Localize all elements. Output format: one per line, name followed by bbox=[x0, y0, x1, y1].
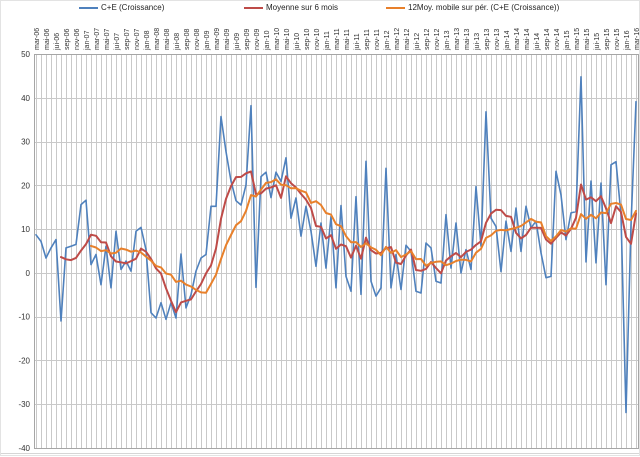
x-tick-label: jan-16 bbox=[624, 30, 631, 51]
y-tick-label: -40 bbox=[18, 444, 30, 453]
x-tick-label: sep-13 bbox=[484, 28, 491, 50]
x-tick-label: jui-12 bbox=[414, 33, 421, 51]
y-axis-tick-labels: 50 40 30 20 10 0 -10 -20 -30 -40 bbox=[18, 50, 30, 453]
x-tick-label: mai-07 bbox=[104, 28, 111, 50]
chart-legend: C+E (Croissance) Moyenne sur 6 mois 12Mo… bbox=[1, 1, 640, 15]
x-tick-label: mar-09 bbox=[214, 28, 221, 50]
x-tick-label: nov-12 bbox=[434, 28, 441, 50]
y-tick-label: 20 bbox=[21, 181, 30, 190]
x-tick-label: mar-12 bbox=[394, 28, 401, 50]
x-tick-label: nov-06 bbox=[74, 28, 81, 50]
x-tick-label: jan-10 bbox=[264, 30, 271, 51]
x-tick-label: jan-11 bbox=[324, 31, 331, 51]
x-tick-label: sep-07 bbox=[124, 28, 131, 50]
x-tick-label: mar-15 bbox=[574, 28, 581, 50]
x-tick-label: mar-07 bbox=[94, 28, 101, 50]
x-tick-label: nov-07 bbox=[134, 28, 141, 50]
x-tick-label: jan-13 bbox=[444, 30, 451, 51]
x-tick-label: mar-14 bbox=[514, 28, 521, 50]
x-tick-label: sep-15 bbox=[604, 28, 611, 50]
x-tick-label: mar-16 bbox=[634, 28, 640, 50]
x-tick-label: jui-08 bbox=[174, 33, 181, 51]
y-tick-label: 0 bbox=[26, 269, 31, 278]
chart-frame-bottom-edge bbox=[1, 453, 639, 454]
legend-line-blue-icon bbox=[79, 6, 98, 9]
x-tick-label: sep-14 bbox=[544, 28, 551, 50]
x-axis-tick-labels: mar-06 mai-06 jui-06 sep-06 nov-06 jan-07 mar-… bbox=[34, 28, 640, 51]
x-tick-label: mar-13 bbox=[454, 28, 461, 50]
x-tick-label: nov-15 bbox=[614, 28, 621, 50]
x-tick-label: nov-09 bbox=[254, 28, 261, 50]
y-tick-label: 30 bbox=[21, 138, 30, 147]
y-tick-label: -20 bbox=[18, 356, 30, 365]
x-tick-label: sep-10 bbox=[304, 28, 311, 50]
x-tick-label: nov-10 bbox=[314, 28, 321, 50]
x-tick-label: jan-09 bbox=[204, 30, 211, 51]
legend-line-red-icon bbox=[244, 6, 263, 9]
x-tick-label: mai-12 bbox=[404, 28, 411, 50]
x-tick-label: mar-11 bbox=[334, 28, 341, 50]
x-tick-label: nov-08 bbox=[194, 28, 201, 50]
x-tick-label: jui-14 bbox=[534, 33, 541, 51]
x-tick-label: jui-09 bbox=[234, 33, 241, 51]
x-tick-label: jan-12 bbox=[384, 30, 391, 51]
y-tick-label: -30 bbox=[18, 400, 30, 409]
x-tick-label: mai-10 bbox=[284, 28, 291, 50]
legend-label-moyenne-mobile-12: 12Moy. mobile sur pér. (C+E (Croissance)… bbox=[408, 3, 560, 12]
x-tick-label: jui-13 bbox=[474, 33, 481, 51]
legend-item-moyenne-6-mois[interactable]: Moyenne sur 6 mois bbox=[244, 2, 338, 13]
y-tick-label: 10 bbox=[21, 225, 30, 234]
x-tick-label: mai-08 bbox=[164, 28, 171, 50]
x-tick-label: nov-11 bbox=[374, 29, 381, 50]
x-tick-label: mai-14 bbox=[524, 28, 531, 50]
x-tick-label: nov-13 bbox=[494, 28, 501, 50]
x-tick-label: mai-06 bbox=[44, 28, 51, 50]
series-line-moyenne-6-mois[interactable] bbox=[60, 170, 637, 314]
x-tick-label: jui-10 bbox=[294, 33, 301, 51]
x-tick-label: jan-15 bbox=[564, 30, 571, 51]
x-tick-label: jui-15 bbox=[594, 33, 601, 51]
x-tick-label: jui-07 bbox=[114, 33, 121, 51]
gridlines bbox=[34, 54, 638, 449]
plot-border bbox=[34, 54, 639, 449]
x-tick-label: mar-08 bbox=[154, 28, 161, 50]
x-tick-label: sep-09 bbox=[244, 28, 251, 50]
x-tick-label: nov-14 bbox=[554, 28, 561, 50]
legend-label-ce-croissance: C+E (Croissance) bbox=[101, 3, 165, 12]
y-tick-label: 50 bbox=[21, 50, 30, 59]
x-tick-label: mai-11 bbox=[344, 29, 351, 50]
legend-item-ce-croissance[interactable]: C+E (Croissance) bbox=[79, 2, 164, 13]
y-tick-label: -10 bbox=[18, 313, 30, 322]
x-tick-label: jan-07 bbox=[84, 30, 91, 51]
x-tick-label: jan-14 bbox=[504, 30, 511, 51]
x-tick-label: mar-06 bbox=[34, 28, 41, 50]
x-tick-label: jui-06 bbox=[54, 33, 61, 51]
x-tick-label: sep-12 bbox=[424, 28, 431, 50]
y-tick-label: 40 bbox=[21, 94, 30, 103]
x-tick-label: mar-10 bbox=[274, 28, 281, 50]
legend-label-moyenne-6-mois: Moyenne sur 6 mois bbox=[266, 3, 339, 12]
x-tick-label: sep-08 bbox=[184, 28, 191, 50]
x-tick-label: mai-15 bbox=[584, 28, 591, 50]
x-tick-label: jan-08 bbox=[144, 30, 151, 51]
x-tick-label: jui-11 bbox=[354, 33, 361, 51]
x-tick-label: mai-09 bbox=[224, 28, 231, 50]
x-tick-label: sep-11 bbox=[364, 29, 371, 50]
x-tick-label: mai-13 bbox=[464, 28, 471, 50]
x-tick-label: sep-06 bbox=[64, 28, 71, 50]
legend-item-moyenne-mobile-12[interactable]: 12Moy. mobile sur pér. (C+E (Croissance)… bbox=[386, 2, 559, 13]
series-line-moyenne-mobile-12[interactable] bbox=[90, 178, 637, 294]
legend-line-orange-icon bbox=[386, 6, 405, 9]
